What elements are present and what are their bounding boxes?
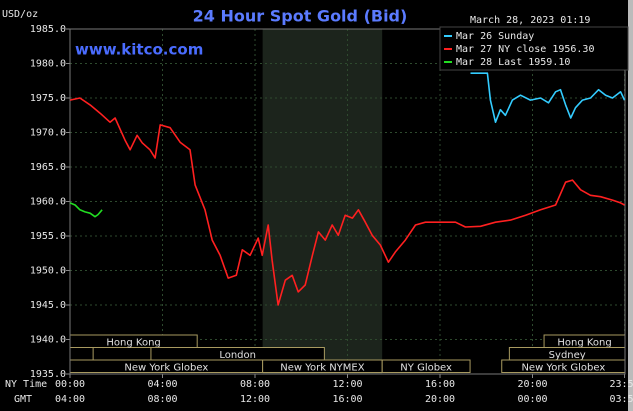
y-tick-label: 1985.0 bbox=[30, 24, 66, 35]
gmt-tick-label: 03:59 bbox=[609, 394, 633, 405]
session-box bbox=[69, 347, 94, 361]
session-box bbox=[381, 359, 471, 373]
x-tick-label: 08:00 bbox=[240, 379, 270, 390]
gmt-tick-label: 00:00 bbox=[517, 394, 547, 405]
y-tick-label: 1980.0 bbox=[30, 59, 66, 70]
watermark: www.kitco.com bbox=[75, 41, 203, 59]
x-tick-label: 23:59 bbox=[609, 379, 633, 390]
timestamp: March 28, 2023 01:19 bbox=[470, 15, 590, 26]
x-row-label: NY Time bbox=[5, 379, 47, 390]
y-tick-label: 1970.0 bbox=[30, 128, 66, 139]
x-tick-label: 20:00 bbox=[517, 379, 547, 390]
y-tick-label: 1950.0 bbox=[30, 266, 66, 277]
session-label: New York NYMEX bbox=[280, 362, 365, 373]
session-label: NY Globex bbox=[400, 362, 452, 373]
y-tick-label: 1965.0 bbox=[30, 162, 66, 173]
session-shade bbox=[262, 29, 383, 374]
price-line bbox=[69, 202, 103, 218]
gmt-tick-label: 16:00 bbox=[332, 394, 362, 405]
gmt-tick-label: 20:00 bbox=[425, 394, 455, 405]
legend-box bbox=[439, 26, 629, 71]
chart-title: 24 Hour Spot Gold (Bid) bbox=[193, 7, 408, 26]
x-tick-label: 04:00 bbox=[147, 379, 177, 390]
gmt-tick-label: 08:00 bbox=[147, 394, 177, 405]
legend-label: Mar 27 NY close 1956.30 bbox=[456, 44, 594, 55]
x-row-label: GMT bbox=[14, 394, 32, 405]
price-line bbox=[69, 97, 625, 306]
legend-label: Mar 26 Sunday bbox=[456, 31, 534, 42]
y-tick-label: 1945.0 bbox=[30, 300, 66, 311]
gmt-tick-label: 12:00 bbox=[240, 394, 270, 405]
y-tick-label: 1960.0 bbox=[30, 197, 66, 208]
session-label: London bbox=[219, 350, 256, 361]
session-label: Hong Kong bbox=[106, 337, 160, 348]
y-tick-label: 1975.0 bbox=[30, 93, 66, 104]
session-label: New York Globex bbox=[521, 362, 605, 373]
plot-frame bbox=[69, 28, 626, 375]
price-line bbox=[470, 72, 626, 123]
y-tick-label: 1935.0 bbox=[30, 369, 66, 380]
gmt-tick-label: 04:00 bbox=[55, 394, 85, 405]
y-tick-label: 1940.0 bbox=[30, 335, 66, 346]
y-tick-label: 1955.0 bbox=[30, 231, 66, 242]
edge-strip bbox=[628, 0, 633, 411]
session-label: New York Globex bbox=[124, 362, 208, 373]
session-label: Hong Kong bbox=[557, 337, 611, 348]
legend-label: Mar 28 Last 1959.10 bbox=[456, 57, 570, 68]
x-tick-label: 12:00 bbox=[332, 379, 362, 390]
x-tick-label: 16:00 bbox=[425, 379, 455, 390]
y-unit: USD/oz bbox=[2, 9, 38, 20]
x-tick-label: 00:00 bbox=[55, 379, 85, 390]
session-label: Sydney bbox=[549, 350, 586, 361]
